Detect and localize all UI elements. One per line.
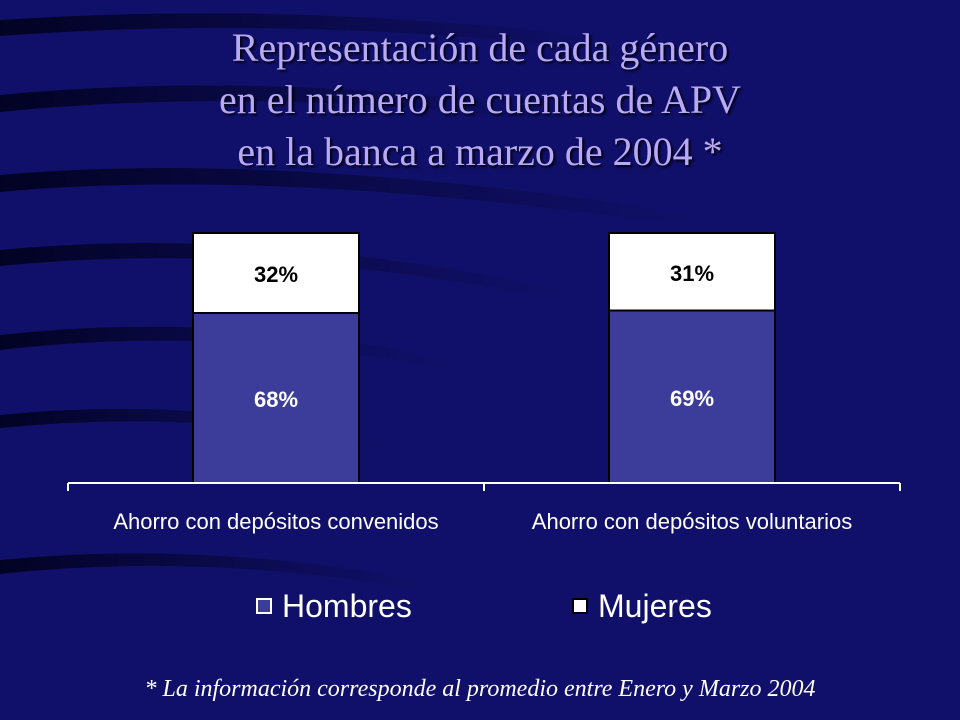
title-line-2: en el número de cuentas de APV — [218, 77, 742, 122]
data-label-hombres-1: 68% — [254, 387, 298, 412]
data-label-mujeres-1: 32% — [254, 262, 298, 287]
legend-swatch-hombres — [256, 598, 272, 614]
legend-swatch-mujeres — [572, 598, 588, 614]
category-label-2: Ahorro con depósitos voluntarios — [532, 509, 852, 534]
chart-title: Representación de cada género en el núme… — [0, 22, 960, 178]
bar-hombres-2 — [608, 309, 776, 484]
footnote: * La información corresponde al promedio… — [144, 676, 816, 702]
legend-item-hombres: Hombres — [256, 586, 412, 626]
data-label-hombres-2: 69% — [670, 386, 714, 411]
category-label-1: Ahorro con depósitos convenidos — [113, 509, 438, 534]
title-line-1: Representación de cada género — [231, 25, 729, 70]
legend-item-mujeres: Mujeres — [572, 586, 712, 626]
data-label-mujeres-2: 31% — [670, 261, 714, 286]
title-line-3: en la banca a marzo de 2004 * — [237, 129, 723, 174]
bar-hombres-1 — [192, 312, 360, 484]
legend-label-hombres: Hombres — [282, 587, 412, 624]
legend-label-mujeres: Mujeres — [598, 587, 712, 624]
bar-mujeres-2 — [608, 232, 776, 312]
bar-mujeres-1 — [192, 232, 360, 314]
